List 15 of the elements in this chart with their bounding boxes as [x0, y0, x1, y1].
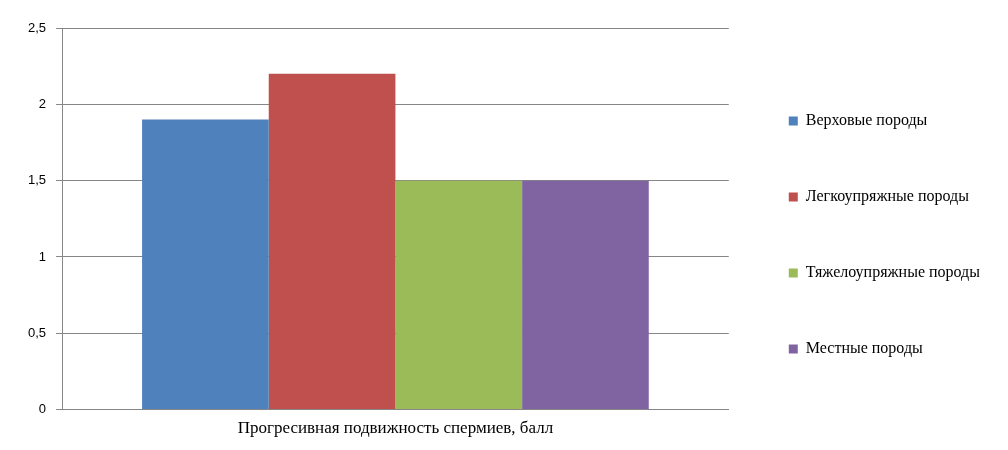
y-tick-label: 1: [38, 248, 47, 264]
y-tick-label: 2,5: [27, 19, 47, 35]
legend-label: Местные породы: [805, 339, 924, 358]
x-tick-label: Прогресивная подвижность спермиев, балл: [237, 418, 554, 438]
bar: [142, 119, 269, 410]
legend-label: Легкоупряжные породы: [805, 187, 970, 206]
bar: [268, 73, 396, 410]
y-tick-label: 2: [38, 95, 47, 111]
bar: [395, 180, 523, 410]
bar: [522, 180, 649, 410]
y-tick-label: 1,5: [27, 172, 47, 188]
y-tick-label: 0,5: [27, 324, 47, 340]
legend-label: Тяжелоупряжные породы: [805, 263, 981, 282]
legend-label: Верховые породы: [805, 111, 928, 130]
y-tick-label: 0: [38, 401, 47, 417]
